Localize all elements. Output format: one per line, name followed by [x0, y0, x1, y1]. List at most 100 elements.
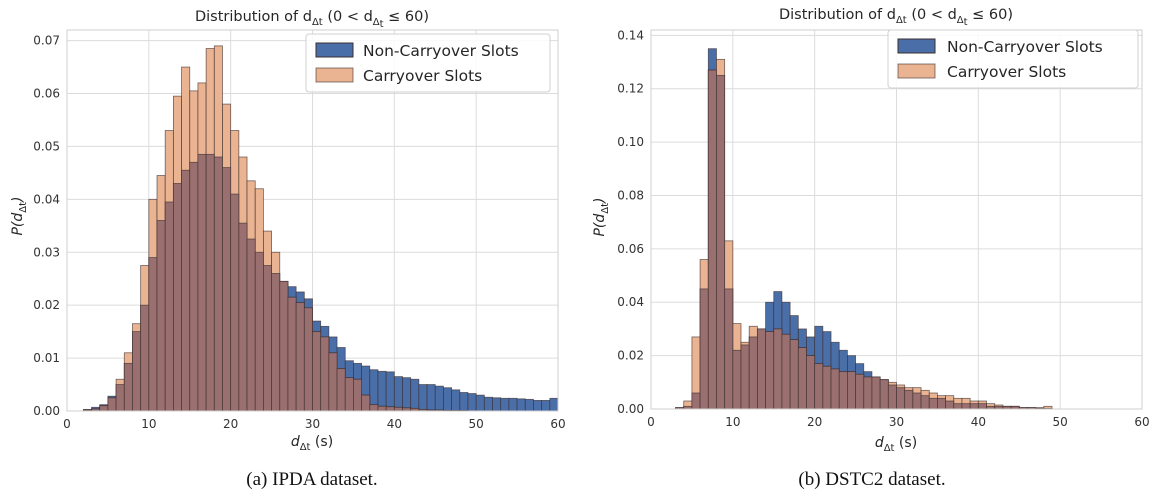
y-tick-label: 0.01 — [33, 351, 60, 365]
x-axis-label: dΔt (s) — [291, 434, 333, 453]
legend-label-non-carryover: Non-Carryover Slots — [947, 38, 1103, 56]
bar-overlap — [912, 392, 922, 410]
bar-overlap — [271, 273, 281, 412]
bar-overlap — [205, 153, 215, 412]
bar-overlap — [691, 392, 701, 410]
x-tick-label: 30 — [305, 417, 320, 431]
bar-overlap — [254, 251, 264, 412]
bar-overlap — [377, 405, 387, 412]
x-tick-label: 30 — [889, 415, 904, 429]
x-tick-label: 60 — [550, 417, 565, 431]
y-tick-label: 0.10 — [617, 135, 644, 149]
bar-overlap — [148, 257, 158, 412]
bar-overlap — [393, 406, 403, 412]
x-tick-label: 20 — [223, 417, 238, 431]
x-axis: 0 10 20 30 40 50 60 — [63, 417, 565, 431]
bar-overlap — [246, 238, 256, 412]
bar-overlap — [937, 397, 947, 410]
legend-label-non-carryover: Non-Carryover Slots — [363, 42, 519, 60]
bar-overlap — [871, 376, 881, 410]
bar-non-carryover — [393, 376, 403, 412]
bar-non-carryover — [524, 398, 534, 412]
bar-non-carryover — [492, 397, 502, 412]
bar-overlap — [699, 288, 709, 410]
plot-frame — [66, 29, 559, 412]
y-axis-label: P(dΔt) — [10, 196, 29, 235]
x-tick-label: 0 — [63, 417, 71, 431]
bar-non-carryover — [402, 377, 412, 412]
legend: Non-Carryover Slots Carryover Slots — [305, 33, 551, 93]
legend-swatch-carryover — [315, 67, 354, 83]
bar-overlap — [140, 304, 150, 412]
bar-non-carryover — [434, 385, 444, 412]
bar-overlap — [748, 336, 758, 410]
bar-non-carryover — [483, 396, 493, 412]
chart-ipda: Distribution of dΔt (0 < dΔt ≤ 60) 0 10 20… — [10, 9, 566, 490]
bar-overlap — [863, 376, 873, 410]
bar-overlap — [213, 156, 223, 412]
caption-a: (a) IPDA dataset. — [246, 469, 377, 490]
bar-overlap — [732, 349, 742, 410]
y-tick-label: 0.12 — [617, 82, 644, 96]
bar-overlap — [279, 280, 289, 412]
y-axis: 0.00 0.01 0.02 0.03 0.04 0.05 0.06 0.07 — [33, 34, 60, 418]
chart-dstc2: Distribution of dΔt (0 < dΔt ≤ 60) 0 10 20… — [592, 7, 1150, 490]
bar-non-carryover — [541, 400, 551, 412]
x-tick-label: 0 — [647, 415, 655, 429]
bar-non-carryover — [475, 394, 485, 412]
bar-overlap — [716, 74, 726, 410]
bar-overlap — [945, 400, 955, 410]
x-axis: 0 10 20 30 40 50 60 — [647, 415, 1149, 429]
x-tick-label: 50 — [469, 417, 484, 431]
y-tick-label: 0.06 — [33, 87, 60, 101]
bar-non-carryover — [377, 370, 387, 412]
bar-overlap — [789, 339, 799, 410]
bar-non-carryover — [500, 397, 510, 412]
bar-overlap — [344, 377, 354, 412]
y-tick-label: 0.00 — [33, 404, 60, 418]
legend-label-carryover: Carryover Slots — [947, 63, 1066, 81]
y-axis: 0.00 0.02 0.04 0.06 0.08 0.10 0.12 0.14 — [617, 28, 644, 416]
bar-overlap — [156, 220, 166, 412]
bar-overlap — [855, 373, 865, 410]
bar-overlap — [132, 331, 142, 412]
y-tick-label: 0.03 — [33, 245, 60, 259]
bar-overlap — [830, 368, 840, 410]
chart-title: Distribution of dΔt (0 < dΔt ≤ 60) — [195, 9, 429, 30]
bar-non-carryover — [410, 378, 420, 412]
legend-swatch-carryover — [897, 63, 936, 79]
bar-overlap — [115, 384, 125, 412]
bar-overlap — [953, 403, 963, 410]
y-tick-label: 0.05 — [33, 139, 60, 153]
bar-non-carryover — [443, 387, 453, 412]
bar-overlap — [797, 347, 807, 410]
y-tick-label: 0.02 — [33, 298, 60, 312]
x-tick-label: 40 — [971, 415, 986, 429]
x-axis-label: dΔt (s) — [875, 435, 917, 454]
bar-overlap — [361, 394, 371, 412]
bar-overlap — [123, 362, 133, 412]
bar-overlap — [822, 365, 832, 410]
bar-overlap — [328, 352, 338, 412]
legend-box — [305, 33, 551, 93]
y-tick-label: 0.14 — [617, 28, 644, 42]
y-tick-label: 0.06 — [617, 242, 644, 256]
bar-overlap — [197, 153, 207, 412]
bar-overlap — [814, 363, 824, 410]
bar-overlap — [904, 389, 914, 410]
bar-overlap — [756, 328, 766, 410]
legend: Non-Carryover Slots Carryover Slots — [887, 29, 1139, 89]
bar-overlap — [896, 387, 906, 410]
x-tick-label: 50 — [1053, 415, 1068, 429]
y-tick-label: 0.04 — [617, 295, 644, 309]
bar-non-carryover — [516, 398, 526, 412]
y-tick-label: 0.07 — [33, 34, 60, 48]
bar-overlap — [385, 406, 395, 412]
bar-non-carryover — [459, 392, 469, 412]
bar-non-carryover — [533, 400, 543, 412]
x-tick-label: 10 — [141, 417, 156, 431]
bar-overlap — [369, 404, 379, 412]
y-tick-label: 0.02 — [617, 349, 644, 363]
bar-overlap — [781, 333, 791, 410]
